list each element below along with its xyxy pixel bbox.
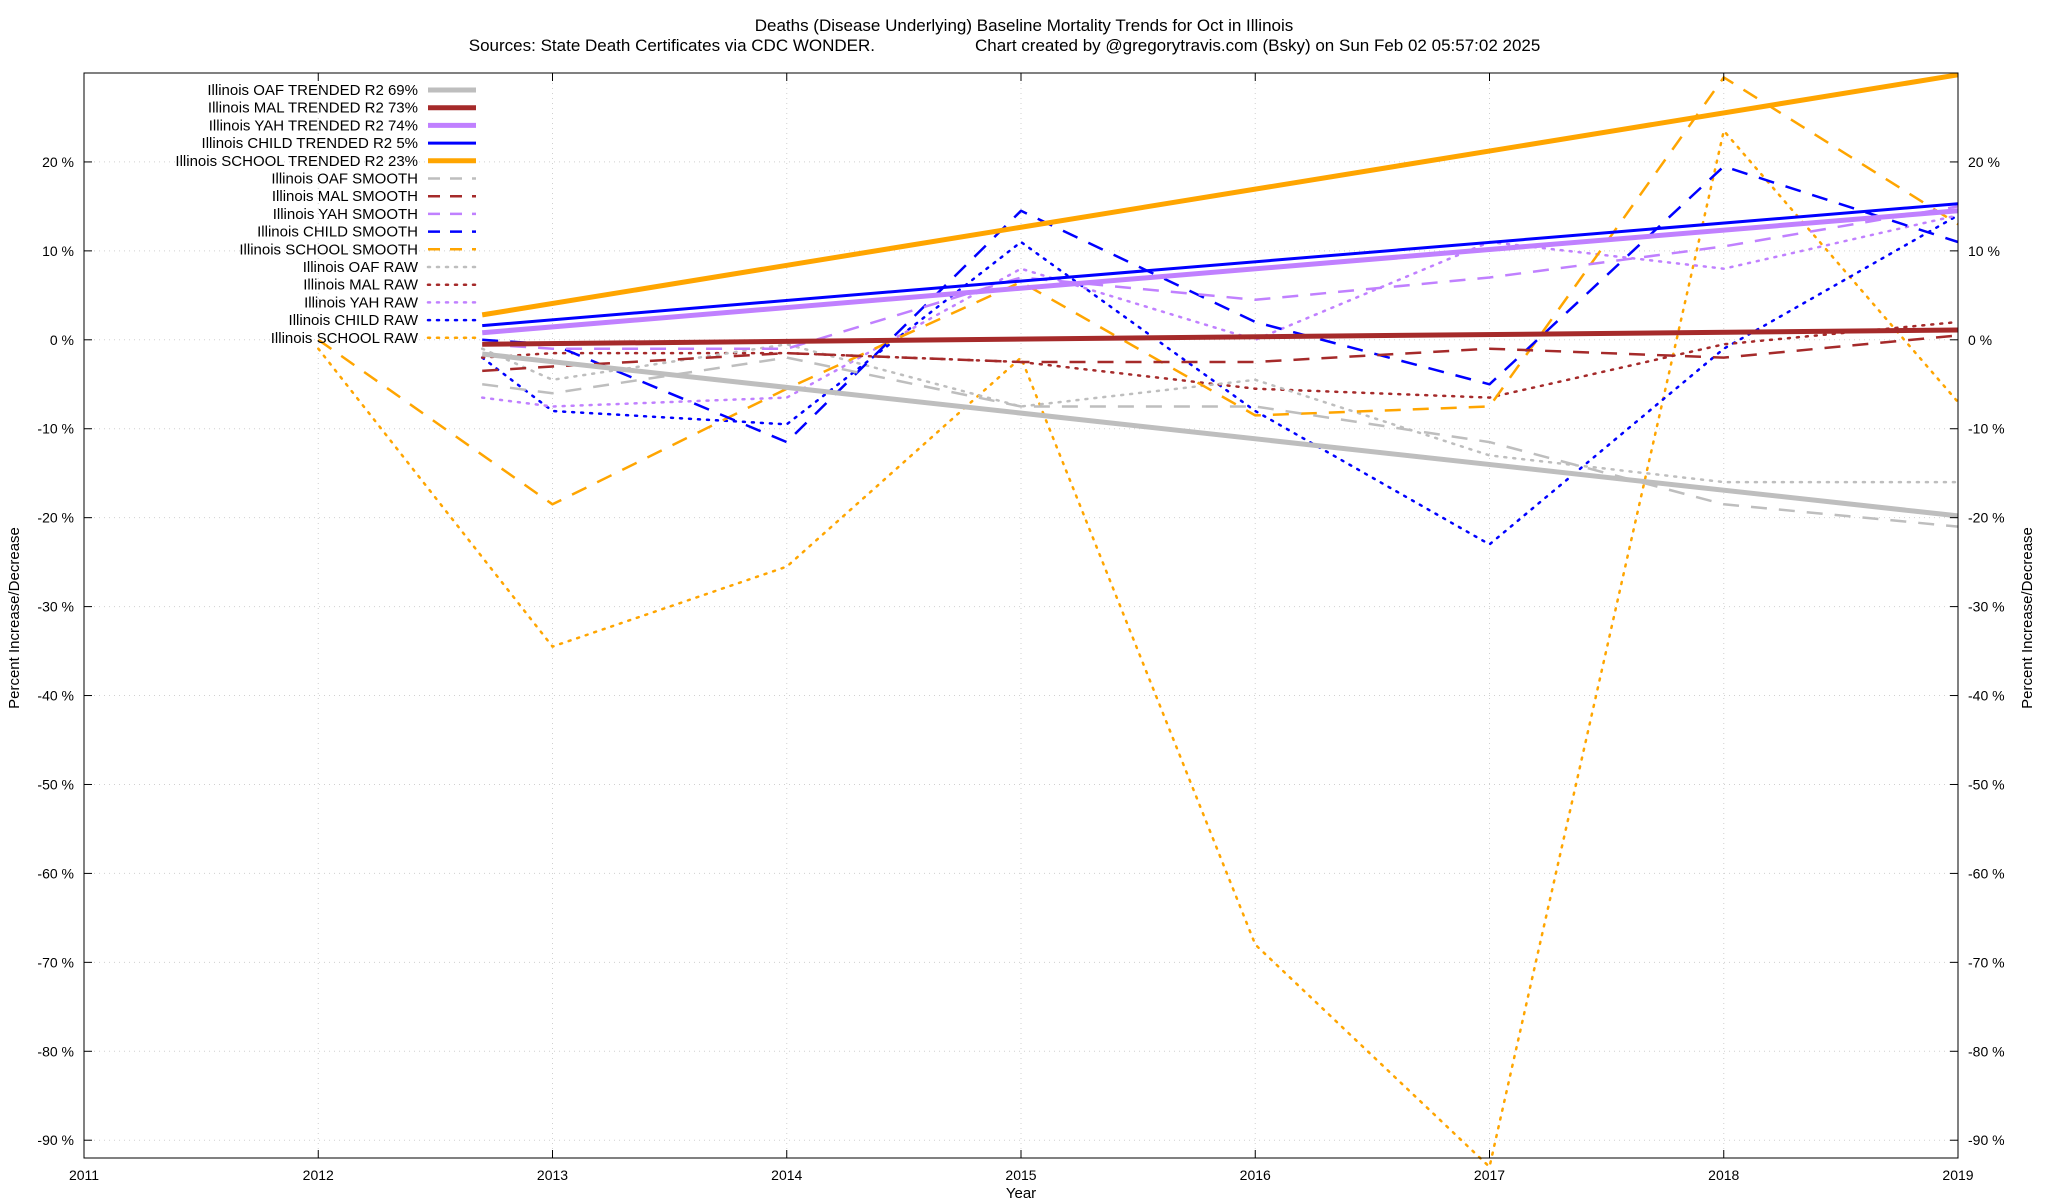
y-tick-label-right: -70 %	[1968, 954, 2005, 970]
y-tick-label: -40 %	[37, 688, 74, 704]
series-lines	[317, 72, 1960, 1169]
y-tick-label: -50 %	[37, 776, 74, 792]
y-tick-label: -70 %	[37, 954, 74, 970]
y-tick-label: -10 %	[37, 421, 74, 437]
legend-label: Illinois CHILD RAW	[289, 312, 419, 329]
x-tick-label: 2013	[537, 1167, 568, 1183]
x-axis-label: Year	[1006, 1185, 1036, 1200]
legend-label: Illinois SCHOOL RAW	[271, 330, 419, 347]
series-line-yah-raw	[480, 214, 1960, 408]
y-axis-label: Percent Increase/Decrease	[6, 527, 23, 709]
y-tick-label-right: -50 %	[1968, 776, 2005, 792]
series-line-school-raw	[317, 129, 1960, 1169]
legend-label: Illinois CHILD TRENDED R2 5%	[202, 135, 418, 152]
series-line-child-smooth	[482, 165, 1959, 444]
legend-label: Illinois SCHOOL TRENDED R2 23%	[175, 153, 418, 170]
chart-subtitle-left: Sources: State Death Certificates via CD…	[469, 36, 875, 55]
x-tick-label: 2018	[1708, 1167, 1739, 1183]
legend-label: Illinois MAL SMOOTH	[272, 188, 418, 205]
y-tick-label-right: -10 %	[1968, 421, 2005, 437]
legend-label: Illinois SCHOOL SMOOTH	[239, 241, 418, 258]
legend-label: Illinois YAH RAW	[304, 294, 419, 311]
x-tick-label: 2011	[69, 1167, 99, 1183]
legend-label: Illinois MAL TRENDED R2 73%	[208, 100, 418, 117]
x-tick-label: 2014	[771, 1167, 802, 1183]
y-tick-label: 0 %	[50, 332, 74, 348]
legend-label: Illinois YAH SMOOTH	[273, 206, 418, 223]
x-tick-label: 2016	[1240, 1167, 1271, 1183]
series-line-child-trended	[482, 202, 1959, 328]
y-tick-label-right: 10 %	[1968, 243, 2000, 259]
y-tick-label-right: -30 %	[1968, 599, 2005, 615]
series-line-mal-trended	[482, 327, 1959, 347]
y-tick-label-right: -60 %	[1968, 865, 2005, 881]
series-line-oaf-raw	[480, 343, 1960, 484]
chart-subtitle-right: Chart created by @gregorytravis.com (Bsk…	[975, 36, 1540, 55]
y-tick-label: -60 %	[37, 865, 74, 881]
y-tick-label: -90 %	[37, 1132, 74, 1148]
y-tick-label: 20 %	[42, 154, 74, 170]
series-line-child-raw	[480, 214, 1960, 546]
series-line-mal-raw	[480, 320, 1960, 399]
legend-label: Illinois MAL RAW	[303, 277, 419, 294]
legend-label: Illinois OAF RAW	[303, 259, 419, 276]
x-tick-label: 2015	[1005, 1167, 1036, 1183]
legend-label: Illinois YAH TRENDED R2 74%	[209, 117, 418, 134]
series-line-yah-trended	[481, 208, 1959, 336]
legend-label: Illinois CHILD SMOOTH	[257, 224, 418, 241]
x-tick-label: 2019	[1942, 1167, 1973, 1183]
y-tick-label: 10 %	[42, 243, 74, 259]
y-tick-label-right: -20 %	[1968, 510, 2005, 526]
y-tick-label: -30 %	[37, 599, 74, 615]
y-tick-label: -20 %	[37, 510, 74, 526]
y-tick-label-right: -80 %	[1968, 1043, 2005, 1059]
y-tick-label-right: 0 %	[1968, 332, 1992, 348]
series-line-oaf-trended	[481, 351, 1959, 519]
x-tick-label: 2012	[303, 1167, 334, 1183]
axes: 2011 2012 2013 2014 2015 2016 2017 2018 2019 20 %…	[37, 73, 2005, 1183]
legend: Illinois OAF TRENDED R2 69%Illinois MAL …	[175, 82, 478, 347]
x-tick-label: 2017	[1474, 1167, 1505, 1183]
y-axis-label-right: Percent Increase/Decrease	[2019, 527, 2036, 709]
series-line-yah-smooth	[482, 205, 1959, 350]
legend-label: Illinois OAF TRENDED R2 69%	[207, 82, 418, 99]
y-tick-label-right: 20 %	[1968, 154, 2000, 170]
y-tick-label-right: -40 %	[1968, 688, 2005, 704]
series-line-school-trended	[481, 72, 1959, 318]
series-line-school-smooth	[317, 76, 1959, 506]
legend-label: Illinois OAF SMOOTH	[271, 171, 418, 188]
y-tick-label-right: -90 %	[1968, 1132, 2005, 1148]
y-tick-label: -80 %	[37, 1043, 74, 1059]
series-line-mal-smooth	[482, 334, 1959, 373]
chart-title: Deaths (Disease Underlying) Baseline Mor…	[755, 16, 1294, 35]
